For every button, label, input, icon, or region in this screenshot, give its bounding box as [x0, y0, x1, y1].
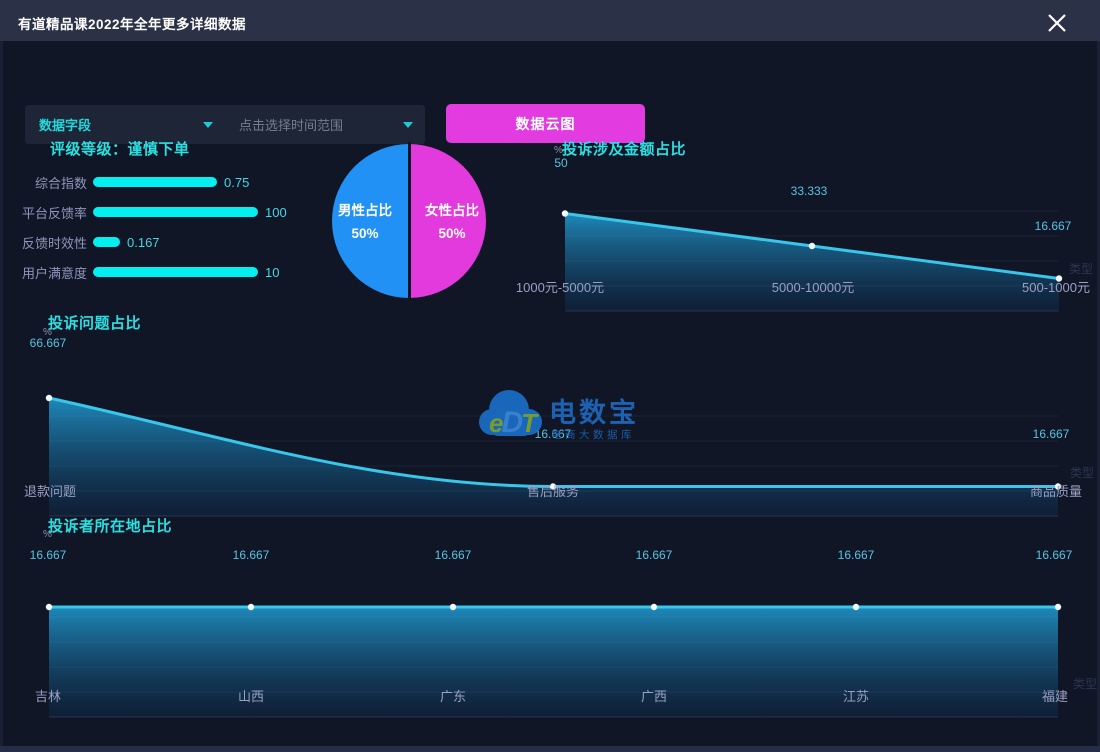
- watermark-edt-text: eDT: [489, 406, 537, 439]
- dialog-title: 有道精品课2022年全年更多详细数据: [18, 17, 247, 32]
- metric-bar: [93, 237, 120, 247]
- x-axis-name: 类型: [1069, 262, 1094, 276]
- data-label: 16.667: [1032, 427, 1070, 441]
- locations-chart-title: 投诉者所在地占比: [48, 518, 173, 535]
- data-label: 33.333: [790, 184, 828, 198]
- metric-bar: [93, 207, 258, 217]
- watermark-brand: 电数宝: [549, 398, 639, 428]
- metric-label: 用户满意度: [21, 265, 87, 281]
- metric-label: 平台反馈率: [21, 205, 87, 221]
- rating-row[interactable]: 用户满意度 10: [11, 262, 279, 282]
- time-range-dropdown[interactable]: 点击选择时间范围: [225, 105, 425, 144]
- data-label: 16.667: [837, 548, 875, 562]
- data-field-dropdown-label: 数据字段: [39, 118, 92, 133]
- x-axis-label: 500-1000元: [1022, 280, 1090, 295]
- amount-chart-title: 投诉涉及金额占比: [562, 141, 687, 158]
- data-label: 16.667: [1034, 219, 1072, 233]
- pie-divider: [408, 142, 411, 300]
- data-label: 16.667: [534, 427, 572, 441]
- time-range-placeholder: 点击选择时间范围: [239, 118, 344, 133]
- x-axis-label: 商品质量: [1029, 484, 1083, 499]
- data-label: 16.667: [29, 548, 67, 562]
- metric-label: 综合指数: [34, 175, 87, 191]
- data-label: 50: [554, 156, 568, 170]
- y-axis-unit: %: [554, 145, 563, 156]
- rating-row[interactable]: 反馈时效性 0.167: [11, 232, 160, 252]
- data-label: 16.667: [635, 548, 673, 562]
- metric-bar: [93, 177, 217, 187]
- watermark-subtitle: 电商大数据库: [551, 429, 635, 441]
- x-axis-label: 1000元-5000元: [515, 280, 605, 295]
- x-axis-label: 江苏: [842, 689, 870, 704]
- amount-area-chart[interactable]: [557, 201, 1069, 313]
- pie-slice-label: 男性占比: [338, 203, 392, 218]
- data-cloud-button[interactable]: 数据云图: [446, 104, 645, 143]
- x-axis-label: 售后服务: [526, 484, 580, 499]
- close-icon[interactable]: [1044, 10, 1070, 36]
- data-label: 66.667: [29, 336, 67, 350]
- pie-slice-percent: 50%: [351, 226, 379, 241]
- rating-row[interactable]: 综合指数 0.75: [11, 172, 249, 192]
- locations-area-chart[interactable]: [41, 598, 1067, 722]
- y-axis-unit: %: [43, 529, 52, 540]
- x-axis-name: 类型: [1073, 677, 1098, 691]
- pie-slice-label: 女性占比: [425, 203, 479, 218]
- data-label: 16.667: [434, 548, 472, 562]
- y-axis-unit: %: [43, 327, 52, 338]
- dialog-body: 数据字段 点击选择时间范围 数据云图 评级等级：谨慎下单 综合指数 0.75 平…: [0, 41, 1100, 746]
- x-axis-label: 山西: [237, 689, 265, 704]
- chevron-down-icon: [203, 121, 213, 128]
- data-label: 16.667: [232, 548, 270, 562]
- x-axis-label: 广东: [439, 689, 467, 704]
- x-axis-label: 福建: [1041, 689, 1069, 704]
- pie-slice-percent: 50%: [438, 226, 466, 241]
- metric-value: 100: [265, 204, 287, 220]
- x-axis-label: 退款问题: [23, 484, 77, 499]
- filters-panel: 数据字段 点击选择时间范围: [25, 105, 425, 144]
- issues-chart-title: 投诉问题占比: [48, 315, 142, 332]
- x-axis-name: 类型: [1070, 466, 1095, 480]
- rating-row[interactable]: 平台反馈率 100: [11, 202, 287, 222]
- data-label: 16.667: [1035, 548, 1073, 562]
- x-axis-label: 吉林: [34, 689, 62, 704]
- watermark-logo: eDT 电数宝 电商大数据库: [479, 382, 659, 448]
- x-axis-label: 5000-10000元: [771, 280, 855, 295]
- dialog-bottom-edge: [0, 746, 1100, 752]
- rating-title: 评级等级：谨慎下单: [50, 141, 190, 158]
- metric-value: 0.167: [127, 234, 160, 250]
- chevron-down-icon: [403, 121, 413, 128]
- title-bar: 有道精品课2022年全年更多详细数据: [0, 0, 1100, 41]
- x-axis-label: 广西: [640, 689, 668, 704]
- metric-label: 反馈时效性: [21, 235, 87, 251]
- metric-bar: [93, 267, 258, 277]
- cloud-logo-icon: [479, 390, 542, 436]
- metric-value: 10: [265, 264, 280, 280]
- metric-value: 0.75: [224, 174, 250, 190]
- data-field-dropdown[interactable]: 数据字段: [25, 105, 225, 144]
- issues-area-chart[interactable]: [41, 390, 1066, 517]
